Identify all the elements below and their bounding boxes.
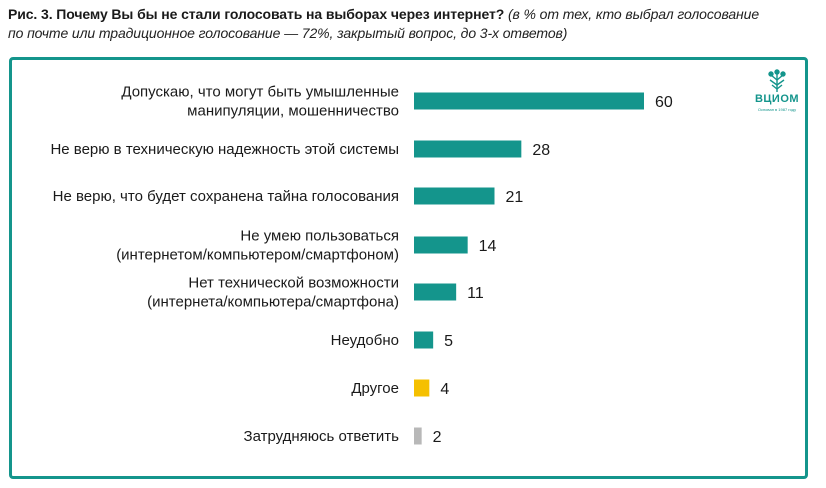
bar-0	[414, 92, 644, 110]
bar-5	[414, 331, 434, 349]
bar-6	[414, 379, 430, 397]
category-label-3-line-1: (интернетом/компьютером/смартфоном)	[116, 247, 399, 264]
value-label-0: 60	[655, 94, 673, 111]
value-label-6: 4	[440, 381, 449, 398]
vciom-logo-tagline: Основан в 1987 году	[757, 107, 797, 112]
chart-title-note-1: (в % от тех, кто выбрал голосование	[507, 6, 760, 22]
category-label-4-line-1: (интернета/компьютера/смартфона)	[147, 294, 399, 311]
value-label-1: 28	[532, 142, 550, 159]
value-label-7: 2	[433, 429, 442, 446]
category-label-0-line-1: манипуляции, мошенничество	[187, 103, 399, 120]
category-label-3-line-0: Не умею пользоваться	[240, 228, 399, 245]
category-label-0-line-0: Допускаю, что могут быть умышленные	[121, 84, 399, 101]
chart-title: Рис. 3. Почему Вы бы не стали голосовать…	[8, 5, 818, 43]
bar-1	[414, 140, 522, 158]
chart-title-bold: Рис. 3. Почему Вы бы не стали голосовать…	[8, 6, 505, 22]
category-label-5-line-0: Неудобно	[331, 332, 399, 349]
category-label-6-line-0: Другое	[351, 380, 399, 397]
value-label-5: 5	[444, 333, 453, 350]
chart-frame	[9, 57, 808, 479]
vciom-logo-icon	[768, 69, 786, 92]
value-label-3: 14	[479, 238, 497, 255]
category-label-7-line-0: Затрудняюсь ответить	[244, 428, 400, 445]
vciom-logo-text: ВЦИОМ	[754, 93, 800, 105]
category-label-4-line-0: Нет технической возможности	[188, 275, 399, 292]
category-label-2-line-0: Не верю, что будет сохранена тайна голос…	[53, 188, 399, 205]
chart-title-note-2: по почте или традиционное голосование — …	[8, 25, 568, 41]
bar-2	[414, 187, 495, 205]
bar-7	[414, 427, 422, 445]
bar-3	[414, 236, 468, 254]
category-label-1-line-0: Не верю в техническую надежность этой си…	[50, 141, 399, 158]
value-label-4: 11	[467, 285, 484, 302]
value-label-2: 21	[506, 189, 524, 206]
bar-4	[414, 283, 457, 301]
